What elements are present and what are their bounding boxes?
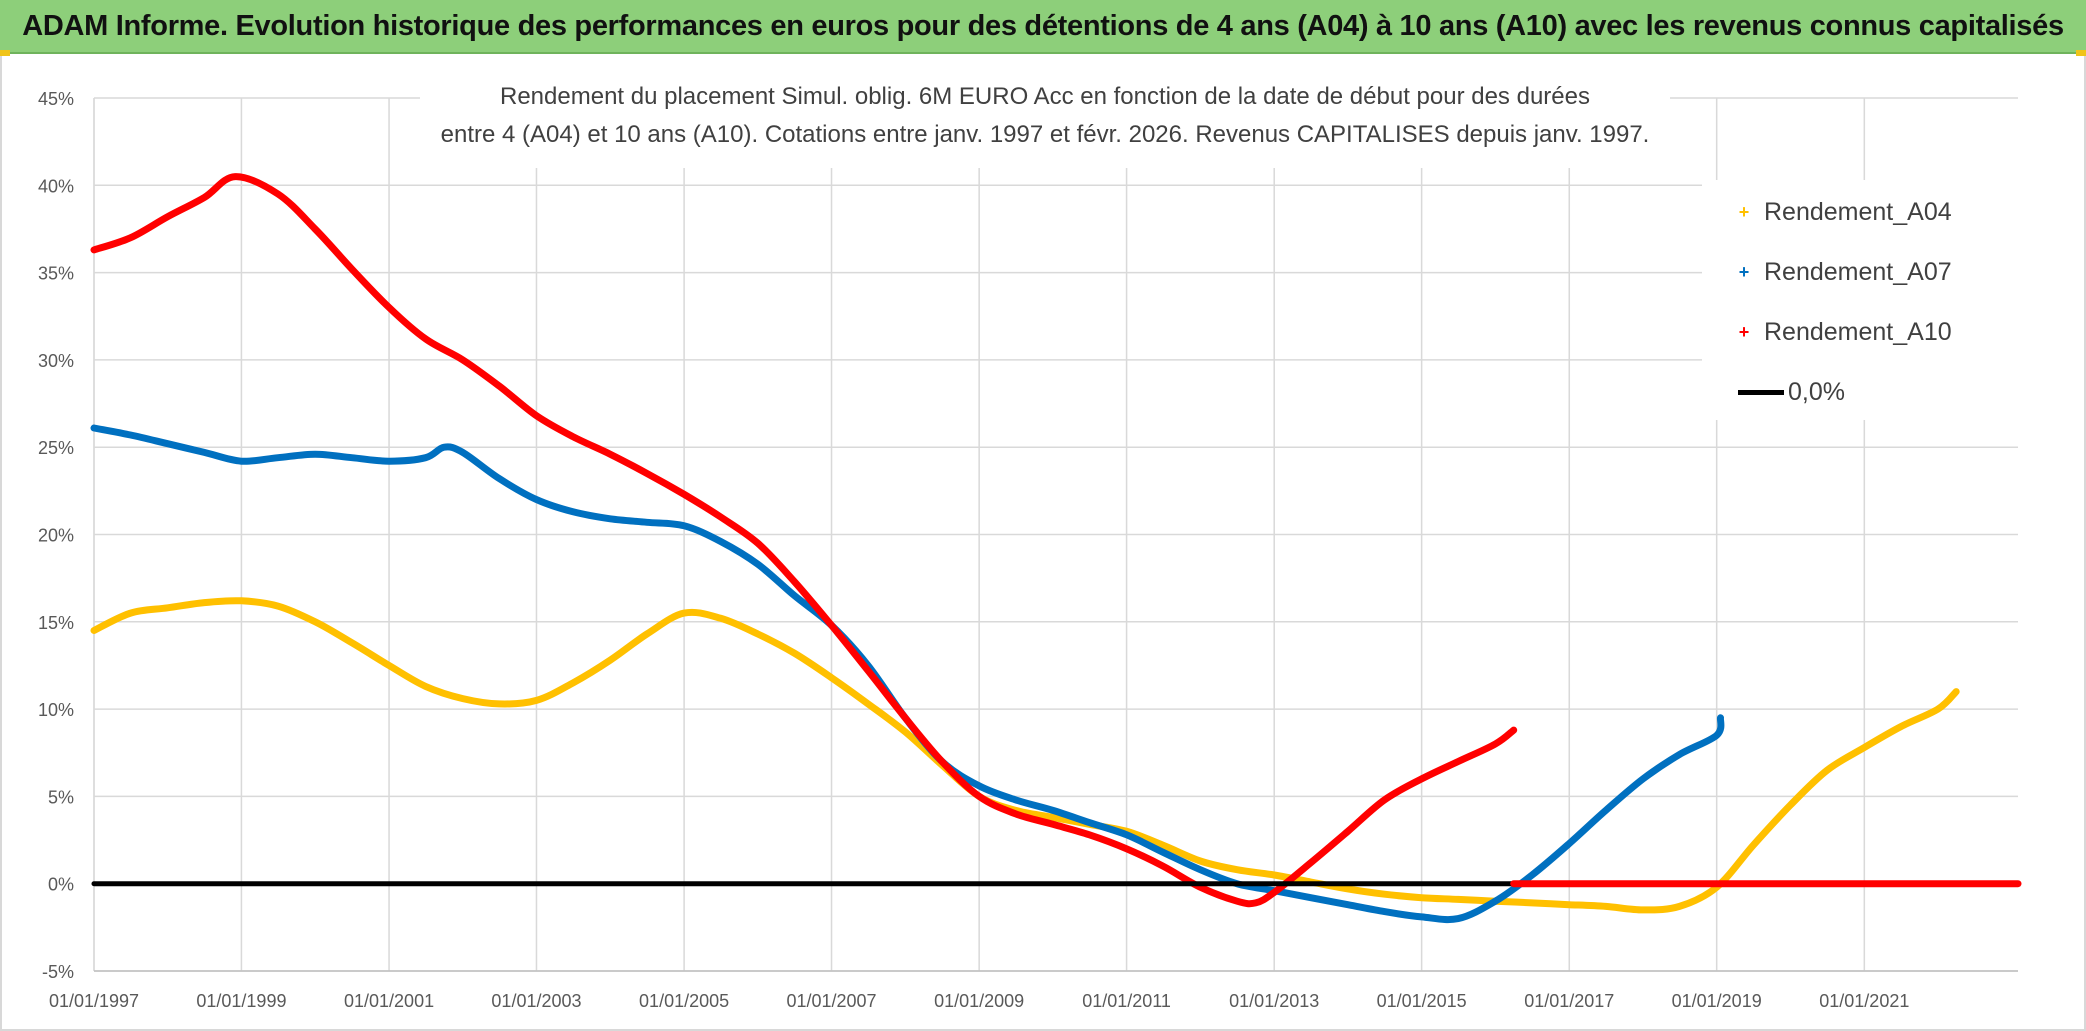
series-line-rendement-a10 — [90, 173, 1518, 908]
x-tick-label: 01/01/2013 — [1229, 991, 1319, 1011]
x-tick-label: 01/01/1997 — [49, 991, 139, 1011]
y-tick-label: 45% — [38, 89, 74, 109]
legend-label-zero: 0,0% — [1788, 377, 1845, 406]
y-tick-label: 40% — [38, 176, 74, 196]
page-title: ADAM Informe. Evolution historique des p… — [22, 9, 2064, 42]
chart-legend: + Rendement_A04 + Rendement_A07 + Rendem… — [1702, 180, 2018, 420]
chart-subtitle: Rendement du placement Simul. oblig. 6M … — [420, 74, 1670, 168]
series-line-rendement-a04 — [90, 597, 1960, 914]
y-tick-label: 15% — [38, 613, 74, 633]
x-tick-label: 01/01/2015 — [1377, 991, 1467, 1011]
line-chart: -5% 0% 5% 10% 15% 20% 25% 30% 35% 40% 45% 01/01/199… — [38, 89, 2022, 1011]
chart-subtitle-line-1: Rendement du placement Simul. oblig. 6M … — [500, 83, 1590, 110]
corner-accent-left — [0, 50, 10, 56]
x-tick-label: 01/01/2005 — [639, 991, 729, 1011]
x-tick-label: 01/01/2007 — [786, 991, 876, 1011]
x-tick-label: 01/01/2001 — [344, 991, 434, 1011]
legend-marker-a04: + — [1738, 201, 1750, 222]
y-tick-label: 35% — [38, 264, 74, 284]
legend-label-a07: Rendement_A07 — [1764, 257, 1952, 286]
y-tick-label: 5% — [48, 787, 74, 807]
legend-item-a04: + Rendement_A04 — [1702, 192, 2018, 232]
legend-line-zero — [1738, 389, 1784, 395]
series-line-rendement-a07 — [90, 424, 1725, 924]
x-tick-label: 01/01/2017 — [1524, 991, 1614, 1011]
chart-subtitle-line-2: entre 4 (A04) et 10 ans (A10). Cotations… — [440, 121, 1650, 148]
legend-label-a10: Rendement_A10 — [1764, 317, 1952, 346]
x-tick-label: 01/01/2009 — [934, 991, 1024, 1011]
y-tick-label: 0% — [48, 875, 74, 895]
legend-item-zero: 0,0% — [1702, 372, 2018, 412]
x-tick-label: 01/01/2019 — [1672, 991, 1762, 1011]
x-tick-label: 01/01/2021 — [1819, 991, 1909, 1011]
corner-accent-right — [2076, 50, 2086, 56]
y-tick-label: 25% — [38, 438, 74, 458]
header-bar: ADAM Informe. Evolution historique des p… — [0, 0, 2086, 54]
legend-marker-a07: + — [1738, 261, 1750, 282]
x-tick-label: 01/01/2011 — [1082, 991, 1171, 1011]
legend-item-a10: + Rendement_A10 — [1702, 312, 2018, 352]
legend-item-a07: + Rendement_A07 — [1702, 252, 2018, 292]
legend-label-a04: Rendement_A04 — [1764, 197, 1952, 226]
x-tick-label: 01/01/1999 — [196, 991, 286, 1011]
x-tick-label: 01/01/2003 — [491, 991, 581, 1011]
y-tick-label: 30% — [38, 351, 74, 371]
y-tick-label: -5% — [42, 962, 74, 982]
y-tick-label: 20% — [38, 526, 74, 546]
legend-marker-a10: + — [1738, 321, 1750, 342]
y-tick-label: 10% — [38, 700, 74, 720]
